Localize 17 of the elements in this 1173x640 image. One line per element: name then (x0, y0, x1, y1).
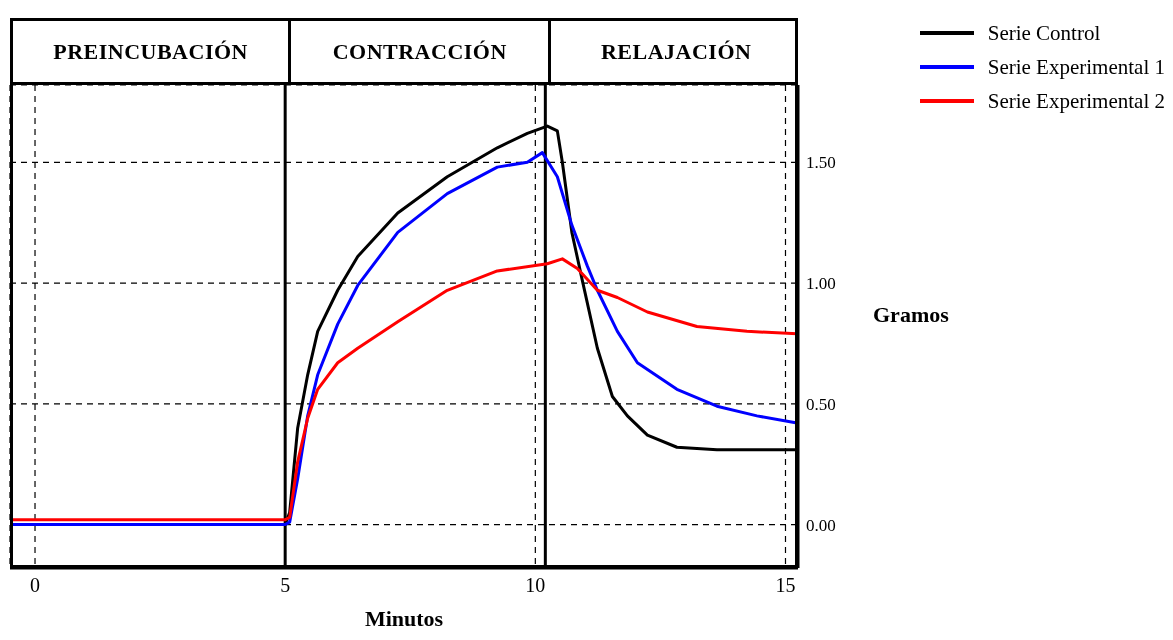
y-tick-label: 0.50 (806, 394, 836, 414)
x-tick-label: 10 (525, 574, 546, 596)
text: CONTRACCIÓN (332, 38, 507, 65)
line-series (10, 257, 798, 522)
legend-label: Serie Experimental 1 (987, 54, 1165, 80)
x-axis-title: Minutos (364, 606, 444, 631)
x-tick-label: 0 (30, 574, 41, 596)
text: PREINCUBACIÓN (53, 38, 248, 65)
y-tick-label: 1.00 (806, 274, 836, 294)
y-axis-title: Gramos (873, 302, 949, 328)
text: RELAJACIÓN (600, 38, 752, 65)
y-tick-label: 0.00 (806, 515, 836, 535)
x-tick-label: 15 (775, 574, 796, 596)
y-tick-label: 1.50 (806, 153, 836, 173)
legend-label: Serie Control (987, 20, 1101, 46)
legend-label: Serie Experimental 2 (987, 88, 1165, 114)
x-tick-label: 5 (280, 574, 291, 596)
